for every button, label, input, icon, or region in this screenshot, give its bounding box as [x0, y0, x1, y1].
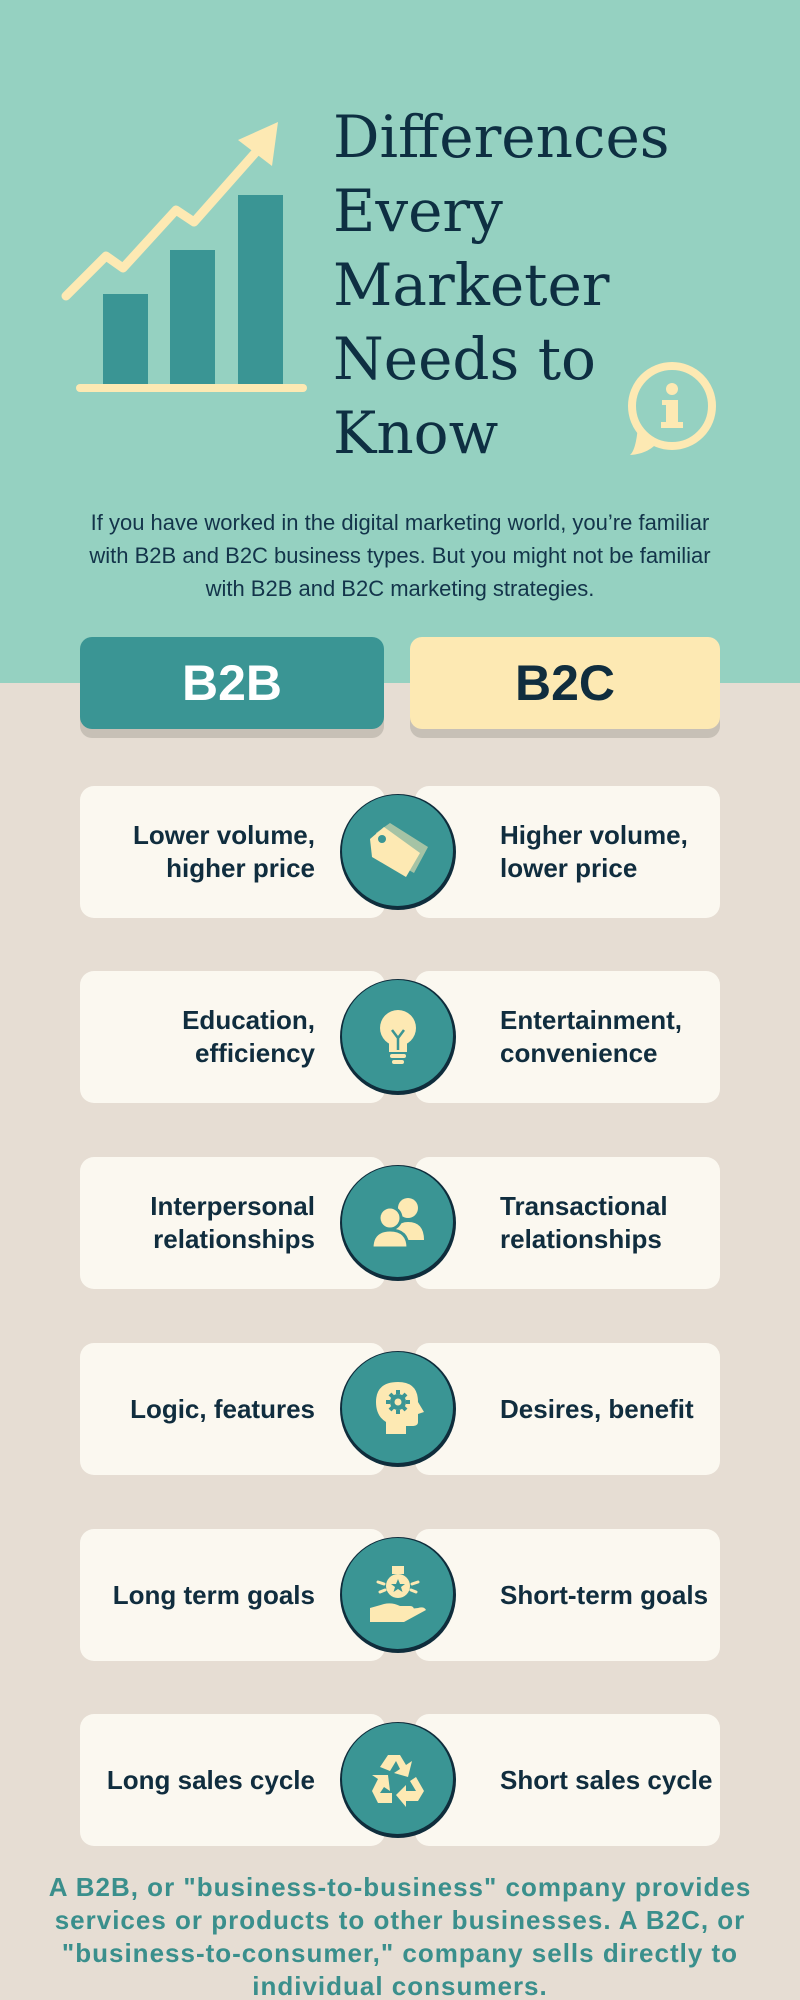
b2c-trait: Entertainment, convenience: [500, 1005, 683, 1068]
b2b-trait: Long sales cycle: [106, 1764, 315, 1795]
comparison-row: Logic, features Desires, benefit: [80, 1343, 720, 1475]
intro-text: If you have worked in the digital market…: [89, 510, 711, 601]
b2b-trait: Interpersonal relationships: [150, 1191, 315, 1254]
b2b-card: [80, 1343, 385, 1475]
hand-medal-icon: [369, 1565, 426, 1622]
b2c-card: [415, 1714, 720, 1846]
info-chat-icon: [628, 362, 716, 455]
b2b-trait: Lower volume, higher price: [132, 820, 315, 883]
row-badge: [340, 1165, 456, 1281]
b2b-card: [80, 1157, 385, 1289]
b2b-trait: Education, efficiency: [182, 1005, 315, 1068]
row-badge: [340, 1722, 456, 1838]
b2b-trait: Logic, features: [130, 1393, 315, 1424]
head-gear-icon: [375, 1381, 424, 1434]
footer-definition: A B2B, or "business-to-business" company…: [48, 1872, 752, 2000]
lightbulb-icon: [379, 1009, 416, 1064]
b2b-trait: Long term goals: [112, 1579, 315, 1610]
b2c-trait: Desires, benefit: [500, 1393, 694, 1424]
b2b-card: [80, 786, 385, 918]
b2c-card: [415, 1157, 720, 1289]
comparison-row: Interpersonal relationships Transactiona…: [80, 1157, 720, 1289]
comparison-row: Long sales cycle Short sales cycle: [80, 1714, 720, 1846]
people-icon: [369, 1197, 424, 1249]
page-title: Differences Every Marketer Needs to Know: [333, 103, 670, 467]
b2c-trait: Short sales cycle: [500, 1764, 713, 1795]
row-badge: [340, 794, 456, 910]
tab-b2c[interactable]: B2C: [410, 637, 720, 729]
row-badge: [340, 1351, 456, 1467]
comparison-row: Long term goals Short-term goals: [80, 1529, 720, 1661]
b2b-card: [80, 1529, 385, 1661]
comparison-row: Lower volume, higher price Higher volume…: [80, 786, 720, 918]
b2c-card: [415, 786, 720, 918]
b2c-card: [415, 971, 720, 1103]
b2c-trait: Transactional relationships: [500, 1191, 668, 1254]
b2c-card: [415, 1343, 720, 1475]
row-badge: [340, 979, 456, 1095]
row-badge: [340, 1537, 456, 1653]
tab-b2b[interactable]: B2B: [80, 637, 384, 729]
b2b-card: [80, 1714, 385, 1846]
comparison-row: Education, efficiency Entertainment, con…: [80, 971, 720, 1103]
b2c-trait: Short-term goals: [500, 1579, 709, 1610]
b2c-trait: Higher volume, lower price: [500, 820, 688, 883]
growth-chart-icon: [61, 122, 307, 392]
b2c-card: [415, 1529, 720, 1661]
price-tag-icon: [369, 822, 428, 877]
b2b-card: [80, 971, 385, 1103]
recycle-icon: [371, 1754, 424, 1807]
